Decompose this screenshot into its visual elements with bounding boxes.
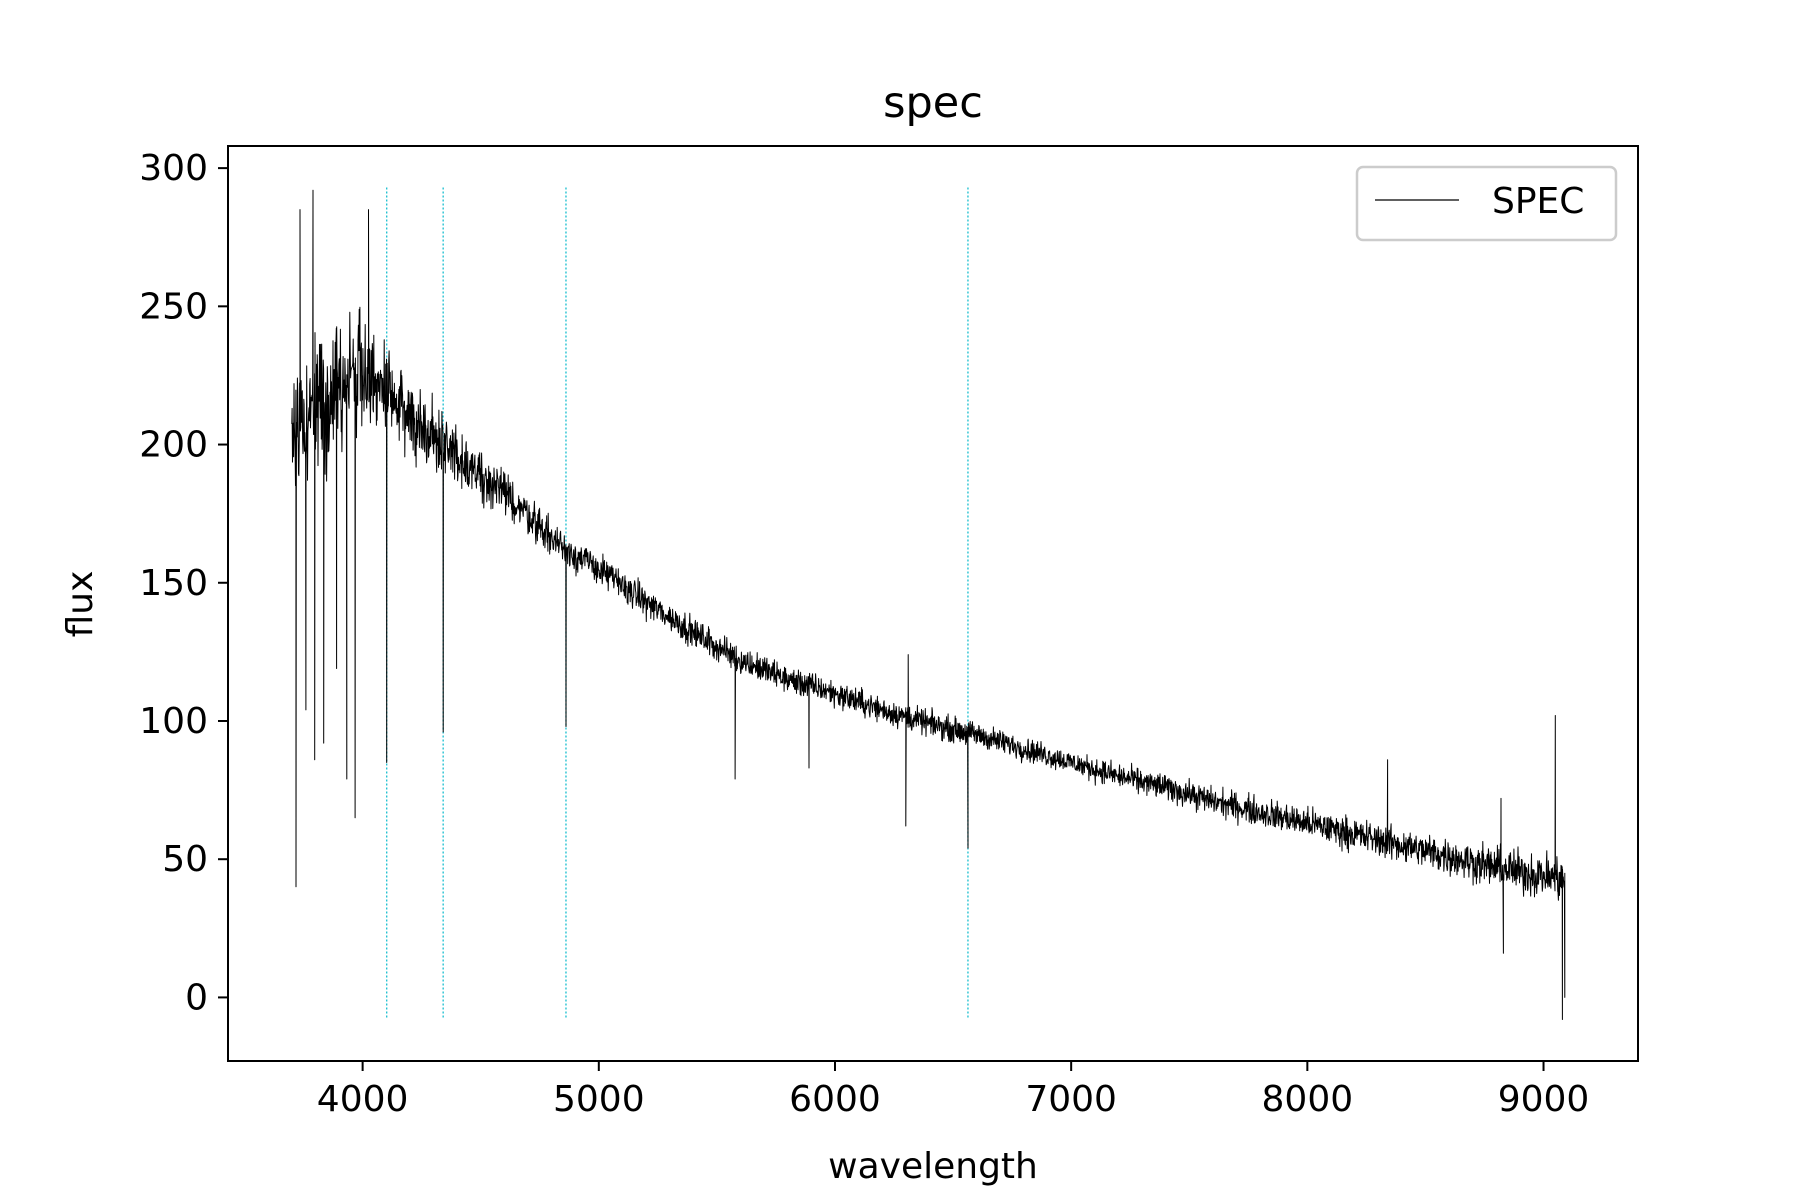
y-tick-label: 250: [139, 286, 208, 327]
x-axis-label: wavelength: [828, 1146, 1038, 1187]
x-tick-label: 4000: [317, 1079, 409, 1120]
x-tick-label: 6000: [789, 1079, 881, 1120]
y-tick-label: 200: [139, 425, 208, 466]
series-layer: [291, 189, 1566, 1020]
x-tick-label: 9000: [1498, 1079, 1590, 1120]
y-tick-label: 50: [162, 839, 208, 880]
x-tick-label: 8000: [1262, 1079, 1354, 1120]
legend: SPEC: [1355, 165, 1618, 242]
x-axis: 4000 5000 6000 7000 8000 9000: [317, 1061, 1590, 1120]
y-tick-label: 300: [139, 148, 208, 189]
chart-title: spec: [883, 78, 983, 128]
legend-label-spec: SPEC: [1492, 181, 1584, 222]
y-tick-label: 0: [185, 977, 208, 1018]
y-axis: 0 50 100 150 200 250 300: [139, 148, 228, 1018]
plot-frame: [227, 145, 1639, 1062]
y-tick-label: 100: [139, 701, 208, 742]
y-tick-label: 150: [139, 563, 208, 604]
x-tick-label: 7000: [1025, 1079, 1117, 1120]
series-line-spec: [291, 189, 1566, 1020]
legend-box: [1355, 165, 1618, 242]
x-tick-label: 5000: [553, 1079, 645, 1120]
y-axis-label: flux: [60, 571, 101, 638]
